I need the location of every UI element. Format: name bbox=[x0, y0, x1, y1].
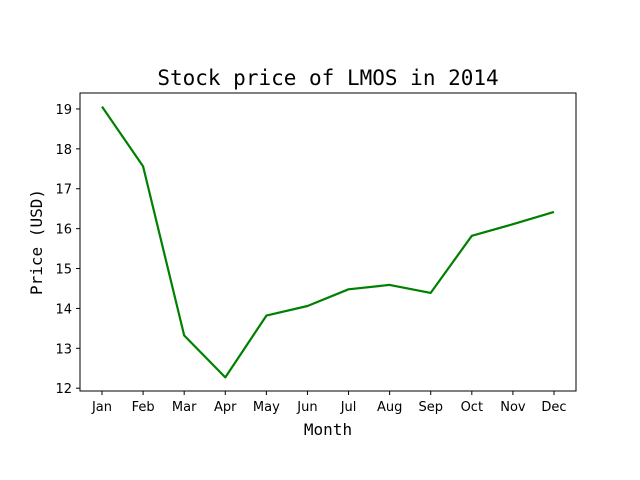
x-tick-label: Feb bbox=[132, 400, 155, 415]
plot-area bbox=[79, 92, 577, 392]
x-axis-label: Month bbox=[304, 420, 352, 439]
x-tick-label: Oct bbox=[461, 400, 483, 415]
series-line-price bbox=[101, 105, 555, 379]
y-tick-label: 16 bbox=[55, 223, 72, 238]
y-tick-label: 14 bbox=[55, 302, 72, 317]
x-tick-label: Mar bbox=[172, 400, 197, 415]
x-tick-label: Jun bbox=[296, 400, 317, 415]
chart-title: Stock price of LMOS in 2014 bbox=[157, 66, 498, 90]
y-tick-label: 18 bbox=[55, 143, 72, 158]
y-axis-label: Price (USD) bbox=[27, 189, 46, 295]
x-tick-label: Apr bbox=[214, 400, 237, 415]
y-tick-label: 19 bbox=[55, 103, 72, 118]
x-tick-label: May bbox=[253, 400, 280, 415]
y-tick-label: 13 bbox=[55, 342, 72, 357]
y-axis: 12 13 14 15 16 17 18 19 bbox=[55, 103, 80, 397]
x-tick-label: Aug bbox=[377, 400, 402, 415]
x-tick-label: Dec bbox=[541, 400, 566, 415]
x-axis: Jan Feb Mar Apr May Jun Jul Aug Sep Oct Nov Dec bbox=[91, 391, 567, 415]
x-tick-label: Sep bbox=[418, 400, 443, 415]
x-tick-label: Jul bbox=[340, 400, 357, 415]
x-tick-label: Nov bbox=[500, 400, 526, 415]
y-tick-label: 12 bbox=[55, 382, 72, 397]
y-tick-label: 15 bbox=[55, 263, 72, 278]
y-tick-label: 17 bbox=[55, 183, 72, 198]
x-tick-label: Jan bbox=[91, 400, 112, 415]
